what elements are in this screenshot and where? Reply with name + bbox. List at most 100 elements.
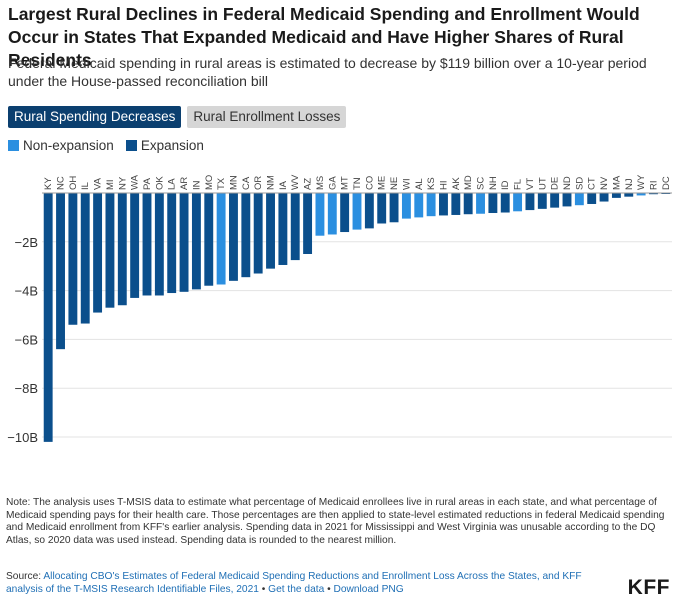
- category-label: PA: [142, 177, 153, 190]
- bar-la[interactable]: [167, 193, 177, 294]
- source-line: Source: Allocating CBO's Estimates of Fe…: [6, 571, 606, 596]
- bar-ct[interactable]: [587, 193, 597, 204]
- bar-de[interactable]: [550, 193, 560, 208]
- category-label: LA: [167, 178, 178, 190]
- bar-ak[interactable]: [451, 193, 461, 215]
- bar-ok[interactable]: [154, 193, 164, 296]
- y-tick-label: −4B: [15, 284, 39, 299]
- category-label: UT: [537, 177, 548, 190]
- bar-sc[interactable]: [476, 193, 485, 214]
- legend-swatch-expansion: [125, 140, 137, 151]
- source-prefix: Source:: [6, 571, 44, 582]
- tab-rural-spending-decreases[interactable]: Rural Spending Decreases: [8, 106, 182, 128]
- y-tick-label: −6B: [15, 332, 39, 347]
- bar-id[interactable]: [500, 193, 510, 213]
- tab-rural-enrollment-losses[interactable]: Rural Enrollment Losses: [187, 106, 347, 128]
- separator-2: •: [324, 583, 334, 595]
- category-label: MI: [105, 179, 116, 190]
- bar-ma[interactable]: [611, 193, 621, 198]
- category-label: CT: [587, 177, 598, 190]
- bar-ms[interactable]: [315, 193, 325, 236]
- category-label: IA: [278, 180, 289, 190]
- category-label: DE: [550, 177, 561, 190]
- legend-item-non-expansion[interactable]: Non-expansion: [8, 138, 114, 153]
- bar-tx[interactable]: [216, 193, 226, 285]
- y-tick-label: −8B: [15, 381, 39, 396]
- category-label: NE: [389, 177, 400, 190]
- bar-mt[interactable]: [340, 193, 350, 233]
- bar-az[interactable]: [303, 193, 313, 254]
- bar-ga[interactable]: [327, 193, 337, 235]
- bar-me[interactable]: [377, 193, 387, 224]
- bar-ca[interactable]: [241, 193, 251, 278]
- bar-co[interactable]: [364, 193, 374, 229]
- category-label: GA: [327, 176, 338, 190]
- bar-ky[interactable]: [43, 193, 53, 442]
- category-label: MO: [204, 175, 215, 190]
- category-label: NJ: [624, 178, 635, 190]
- category-label: SC: [476, 177, 487, 190]
- legend-item-expansion[interactable]: Expansion: [125, 138, 204, 153]
- bar-nv[interactable]: [599, 193, 609, 202]
- bar-fl[interactable]: [513, 193, 523, 212]
- bar-al[interactable]: [414, 193, 424, 218]
- category-label: MN: [228, 175, 239, 190]
- chart-title: Largest Rural Declines in Federal Medica…: [8, 4, 640, 70]
- bar-hi[interactable]: [439, 193, 448, 216]
- bar-ne[interactable]: [389, 193, 399, 223]
- bar-in[interactable]: [191, 193, 201, 290]
- bar-nc[interactable]: [56, 193, 65, 350]
- bar-ut[interactable]: [537, 193, 547, 209]
- category-label: TN: [352, 177, 363, 190]
- bar-nm[interactable]: [266, 193, 275, 269]
- bar-mo[interactable]: [204, 193, 214, 286]
- bar-vt[interactable]: [525, 193, 535, 211]
- category-label: WY: [636, 174, 647, 190]
- category-label: NM: [266, 175, 277, 190]
- bar-oh[interactable]: [68, 193, 78, 325]
- kff-logo: KFF: [627, 576, 670, 599]
- chart-legend: Non-expansion Expansion: [8, 138, 204, 153]
- category-label: MA: [611, 175, 622, 190]
- category-label: ID: [500, 180, 511, 190]
- bar-md[interactable]: [463, 193, 473, 215]
- category-label: OR: [253, 176, 264, 190]
- bar-ar[interactable]: [179, 193, 189, 292]
- category-label: IL: [80, 182, 91, 190]
- bar-pa[interactable]: [142, 193, 152, 296]
- category-label: KS: [426, 177, 437, 190]
- category-label: DC: [661, 176, 672, 190]
- bar-nh[interactable]: [488, 193, 498, 214]
- category-label: CA: [241, 176, 252, 190]
- bar-ny[interactable]: [117, 193, 127, 306]
- bar-mi[interactable]: [105, 193, 115, 308]
- category-label: CO: [364, 176, 375, 190]
- category-label: WA: [130, 174, 141, 190]
- bar-wv[interactable]: [290, 193, 300, 261]
- bar-wi[interactable]: [401, 193, 411, 219]
- bar-nd[interactable]: [562, 193, 572, 207]
- bar-mn[interactable]: [229, 193, 238, 281]
- category-label: ME: [377, 176, 388, 190]
- bar-il[interactable]: [80, 193, 90, 324]
- bar-va[interactable]: [93, 193, 103, 313]
- source-link[interactable]: Allocating CBO's Estimates of Federal Me…: [6, 571, 582, 595]
- category-label: VT: [525, 178, 536, 190]
- bar-or[interactable]: [253, 193, 263, 274]
- download-png-link[interactable]: Download PNG: [333, 583, 404, 595]
- category-label: AR: [179, 177, 190, 190]
- bar-wa[interactable]: [130, 193, 140, 298]
- category-label: WI: [401, 178, 412, 190]
- get-the-data-link[interactable]: Get the data: [268, 583, 325, 595]
- bar-ia[interactable]: [278, 193, 288, 265]
- bar-wy[interactable]: [636, 193, 646, 196]
- category-label: NV: [599, 176, 610, 190]
- bar-ks[interactable]: [426, 193, 436, 217]
- bar-ri[interactable]: [649, 193, 658, 195]
- category-label: NH: [488, 176, 499, 190]
- category-label: NC: [56, 176, 67, 190]
- bar-tn[interactable]: [352, 193, 362, 230]
- category-label: MS: [315, 176, 326, 190]
- bar-nj[interactable]: [624, 193, 634, 197]
- bar-sd[interactable]: [574, 193, 584, 206]
